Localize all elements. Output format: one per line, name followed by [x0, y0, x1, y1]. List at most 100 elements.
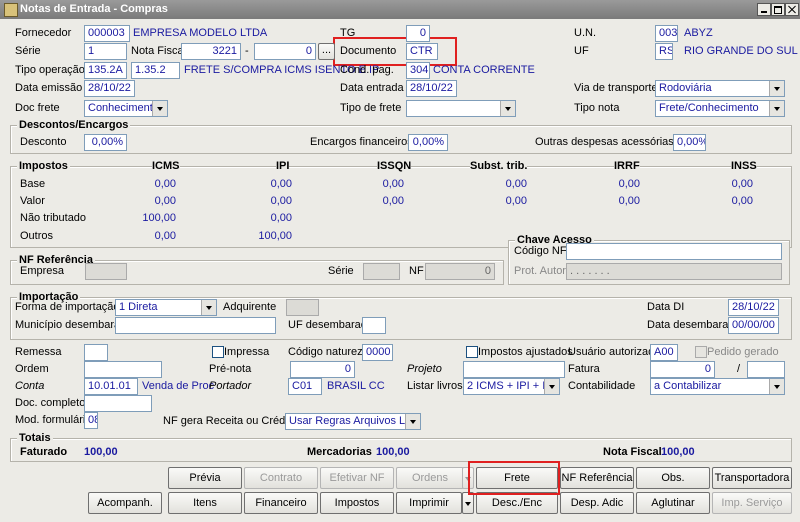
- label: Forma de importação: [15, 301, 120, 313]
- text-input[interactable]: 3221: [181, 43, 241, 60]
- text-input[interactable]: 0: [290, 361, 355, 378]
- label: UF desembaraço: [288, 319, 373, 331]
- app-icon: [4, 3, 18, 17]
- button[interactable]: Impostos: [320, 492, 394, 514]
- text-input[interactable]: 0: [254, 43, 316, 60]
- close-button[interactable]: [785, 3, 799, 16]
- label: RIO GRANDE DO SUL: [684, 45, 798, 57]
- text-input[interactable]: 000003: [84, 25, 130, 42]
- checkbox: [695, 346, 707, 358]
- text-input[interactable]: A00: [650, 344, 678, 361]
- text-input[interactable]: C01: [288, 378, 322, 395]
- text-input[interactable]: 28/10/22: [84, 80, 135, 97]
- text-input[interactable]: 1: [84, 43, 127, 60]
- text-input[interactable]: 10.01.01: [84, 378, 138, 395]
- label: Município desembaraço: [15, 319, 132, 331]
- button[interactable]: Aglutinar: [636, 492, 710, 514]
- text-input[interactable]: CTR: [406, 43, 438, 60]
- label: Nota Fiscal: [131, 45, 187, 57]
- dropdown[interactable]: Usar Regras Arquivos Legais: [285, 413, 421, 430]
- text-input[interactable]: [84, 395, 152, 412]
- text-input[interactable]: [362, 317, 386, 334]
- dropdown-arrow[interactable]: [500, 101, 515, 116]
- dropdown[interactable]: Rodoviária: [655, 80, 785, 97]
- label: Fatura: [568, 363, 600, 375]
- dropdown[interactable]: a Contabilizar: [650, 378, 785, 395]
- button[interactable]: Acompanh.: [88, 492, 162, 514]
- text-input[interactable]: RS: [655, 43, 673, 60]
- label: Adquirente: [223, 301, 277, 313]
- dropdown[interactable]: Conhecimento: [84, 100, 168, 117]
- text-input[interactable]: [84, 361, 162, 378]
- label: Contabilidade: [568, 380, 636, 392]
- text-input[interactable]: 08: [84, 412, 98, 429]
- text-input[interactable]: 1.35.2: [131, 62, 180, 79]
- dropdown-arrow[interactable]: [152, 101, 167, 116]
- button[interactable]: Imprimir: [396, 492, 462, 514]
- text-input[interactable]: 28/10/22: [406, 80, 457, 97]
- text-input[interactable]: [566, 243, 782, 260]
- text-input[interactable]: 0: [650, 361, 715, 378]
- label: -: [245, 45, 249, 57]
- label: Portador: [209, 380, 252, 392]
- dropdown[interactable]: [406, 100, 516, 117]
- text-input[interactable]: 135.2A: [84, 62, 127, 79]
- tax-value: 0,00: [382, 195, 404, 207]
- button[interactable]: Financeiro: [244, 492, 318, 514]
- group-box: Totais: [10, 431, 792, 462]
- label: Encargos financeiros: [310, 136, 413, 148]
- button[interactable]: NF Referência: [560, 467, 634, 489]
- text-input[interactable]: 0,00%: [408, 134, 448, 151]
- label: Mercadorias: [307, 446, 372, 458]
- button[interactable]: Frete: [476, 467, 558, 489]
- button[interactable]: Prévia: [168, 467, 242, 489]
- dropdown-arrow[interactable]: [769, 81, 784, 96]
- text-input[interactable]: [115, 317, 276, 334]
- dropdown[interactable]: Frete/Conhecimento: [655, 100, 785, 117]
- dropdown-arrow[interactable]: [769, 379, 784, 394]
- dropdown-arrow[interactable]: [201, 300, 216, 315]
- dropdown[interactable]: 1 Direta: [115, 299, 217, 316]
- text-input[interactable]: [463, 361, 565, 378]
- checkbox[interactable]: [212, 346, 224, 358]
- tax-value: 0,00: [618, 178, 640, 190]
- button[interactable]: ...: [318, 43, 335, 60]
- text-input: 0: [425, 263, 495, 280]
- checkbox[interactable]: [466, 346, 478, 358]
- label: Ordem: [15, 363, 49, 375]
- dropdown-arrow[interactable]: [405, 414, 420, 429]
- minimize-button[interactable]: [757, 3, 771, 16]
- dropdown-arrow[interactable]: [544, 379, 559, 394]
- text-input[interactable]: 0,00%: [673, 134, 706, 151]
- group-box: Descontos/Encargos: [10, 118, 792, 154]
- dropdown-arrow[interactable]: [769, 101, 784, 116]
- dropdown[interactable]: 2 ICMS + IPI + ISS: [463, 378, 560, 395]
- label: FRETE S/COMPRA ICMS ISENTO E IP: [184, 64, 380, 76]
- dropdown-arrow-button[interactable]: [462, 492, 474, 514]
- restore-button[interactable]: [771, 3, 785, 16]
- text-input[interactable]: [84, 344, 108, 361]
- label: Conta: [15, 380, 45, 392]
- label: Tipo de frete: [340, 102, 402, 114]
- button[interactable]: Obs.: [636, 467, 710, 489]
- text-input[interactable]: 003: [655, 25, 678, 42]
- label: Venda de Proc: [142, 380, 215, 392]
- label: Cond. pag.: [340, 64, 394, 76]
- button[interactable]: Itens: [168, 492, 242, 514]
- button[interactable]: Desp. Adic: [560, 492, 634, 514]
- arrow: [465, 502, 471, 509]
- text-input[interactable]: 0000: [362, 344, 393, 361]
- column-header: IPI: [276, 159, 290, 173]
- label: CONTA CORRENTE: [433, 64, 535, 76]
- text-input[interactable]: 0: [406, 25, 430, 42]
- text-input[interactable]: 00/00/00: [728, 317, 779, 334]
- text-input[interactable]: 304: [406, 62, 430, 79]
- text-input[interactable]: 28/10/22: [728, 299, 779, 316]
- button[interactable]: Transportadora: [712, 467, 792, 489]
- button[interactable]: Desc./Enc: [476, 492, 558, 514]
- label: Documento: [340, 45, 397, 57]
- label: Via de transporte: [574, 82, 658, 94]
- text-input[interactable]: 0,00%: [84, 134, 127, 151]
- label: Usuário autorizado: [568, 346, 661, 358]
- text-input[interactable]: [747, 361, 785, 378]
